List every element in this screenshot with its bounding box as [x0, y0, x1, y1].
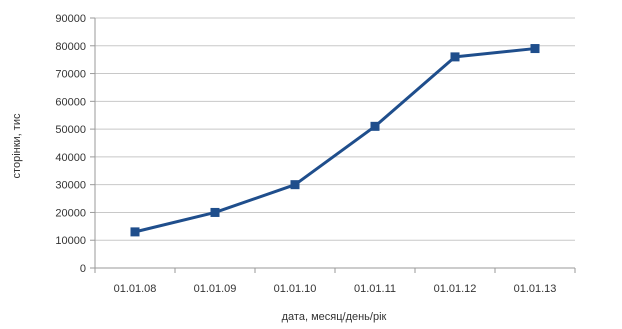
y-tick-label: 80000 [55, 41, 86, 53]
y-tick-label: 50000 [55, 124, 86, 136]
x-tick-label: 01.01.13 [514, 283, 557, 295]
data-point [130, 227, 140, 237]
x-tick-label: 01.01.10 [274, 283, 317, 295]
data-point [530, 44, 540, 54]
data-point [370, 121, 380, 131]
data-point [210, 207, 220, 217]
y-tick-labels: 0 10000 20000 30000 40000 50000 60000 70000 8000… [55, 13, 86, 275]
grid-lines [95, 17, 575, 241]
data-point [290, 180, 300, 190]
x-tick-labels: 01.01.08 01.01.09 01.01.10 01.01.11 01.01.12… [114, 283, 557, 295]
y-tick-label: 10000 [55, 235, 86, 247]
series [130, 44, 540, 237]
y-tick-label: 20000 [55, 207, 86, 219]
x-tick-label: 01.01.09 [194, 283, 237, 295]
y-axis-title: сторінки, тис [11, 113, 23, 178]
series-line [134, 47, 536, 234]
y-tick-label: 90000 [55, 13, 86, 25]
x-tick-label: 01.01.11 [354, 283, 396, 295]
y-tick-label: 60000 [55, 96, 86, 108]
x-axis-title: дата, месяц/день/рік [282, 311, 387, 323]
y-tick-label: 30000 [55, 180, 86, 192]
y-tick-label: 70000 [55, 69, 86, 81]
axes [90, 17, 576, 273]
x-tick-label: 01.01.12 [434, 283, 477, 295]
data-point [450, 52, 460, 62]
y-tick-label: 40000 [55, 152, 86, 164]
y-tick-label: 0 [80, 263, 86, 275]
x-tick-label: 01.01.08 [114, 283, 157, 295]
